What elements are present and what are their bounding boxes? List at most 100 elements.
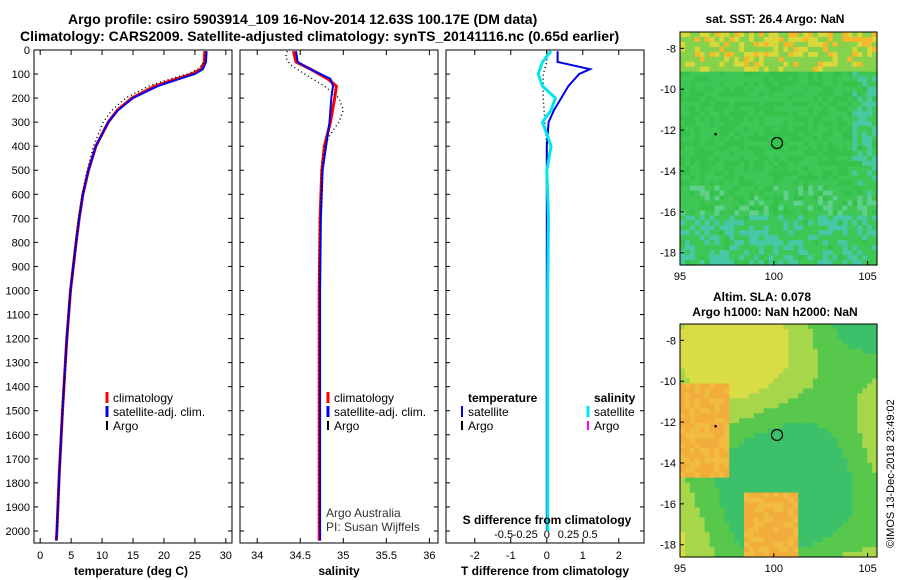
map-cell bbox=[680, 338, 686, 345]
map-cell bbox=[763, 32, 770, 38]
map-cell bbox=[744, 522, 750, 528]
map-cell bbox=[763, 66, 770, 73]
map-cell bbox=[680, 165, 686, 172]
map-cell bbox=[827, 542, 834, 548]
map-cell bbox=[694, 433, 701, 439]
map-cell bbox=[793, 101, 799, 107]
map-cell bbox=[748, 522, 755, 528]
map-cell bbox=[704, 185, 711, 192]
map-cell bbox=[847, 215, 853, 221]
map-cell bbox=[862, 116, 868, 122]
map-cell bbox=[837, 338, 844, 345]
map-cell bbox=[783, 180, 789, 187]
map-cell bbox=[867, 225, 873, 231]
map-cell bbox=[729, 492, 735, 499]
map-cell bbox=[872, 240, 878, 246]
map-cell bbox=[803, 81, 809, 88]
map-cell bbox=[704, 502, 711, 509]
map-cell bbox=[709, 190, 716, 197]
map-cell bbox=[862, 348, 868, 355]
map-cell bbox=[788, 328, 794, 335]
map-cell bbox=[788, 245, 794, 251]
map-cell bbox=[724, 245, 730, 251]
map-cell bbox=[724, 160, 730, 167]
map-cell bbox=[739, 462, 745, 469]
map-cell bbox=[862, 343, 868, 350]
map-cell bbox=[862, 532, 868, 538]
map-cell bbox=[827, 433, 834, 439]
map-cell bbox=[714, 433, 720, 439]
map-cell bbox=[753, 388, 760, 395]
map-cell bbox=[719, 240, 725, 246]
map-cell bbox=[803, 131, 809, 137]
map-cell bbox=[857, 150, 863, 157]
map-cell bbox=[817, 497, 824, 504]
map-cell bbox=[763, 220, 770, 226]
map-cell bbox=[748, 200, 755, 207]
map-cell bbox=[684, 205, 691, 212]
map-cell bbox=[803, 175, 809, 182]
map-cell bbox=[832, 457, 839, 464]
map-cell bbox=[808, 418, 814, 424]
map-cell bbox=[758, 101, 765, 107]
map-cell bbox=[817, 522, 824, 528]
map-cell bbox=[852, 467, 858, 474]
map-cell bbox=[827, 225, 834, 231]
map-cell bbox=[857, 255, 863, 261]
map-cell bbox=[783, 235, 789, 241]
map-cell bbox=[724, 141, 730, 147]
map-cell bbox=[847, 552, 853, 558]
map-cell bbox=[817, 542, 824, 548]
map-cell bbox=[867, 32, 873, 38]
map-cell bbox=[847, 522, 853, 528]
sla-map-title-line2: Argo h1000: NaN h2000: NaN bbox=[692, 305, 857, 319]
map-cell bbox=[798, 438, 804, 444]
map-cell bbox=[768, 507, 775, 513]
map-cell bbox=[822, 126, 829, 132]
map-cell bbox=[744, 497, 750, 504]
map-cell bbox=[798, 155, 804, 162]
map-cell bbox=[822, 215, 829, 221]
map-cell bbox=[689, 66, 696, 73]
map-cell bbox=[837, 91, 844, 98]
map-cell bbox=[778, 71, 785, 78]
map-cell bbox=[689, 210, 696, 217]
map-cell bbox=[709, 348, 716, 355]
map-cell bbox=[704, 512, 711, 518]
map-cell bbox=[753, 378, 760, 385]
map-cell bbox=[837, 86, 844, 93]
map-cell bbox=[822, 442, 829, 449]
map-cell bbox=[812, 136, 819, 142]
map-cell bbox=[803, 512, 809, 518]
map-cell bbox=[822, 502, 829, 509]
map-cell bbox=[842, 373, 849, 380]
map-cell bbox=[694, 32, 701, 38]
map-cell bbox=[832, 136, 839, 142]
map-cell bbox=[744, 51, 750, 58]
map-cell bbox=[872, 522, 878, 528]
map-cell bbox=[709, 487, 716, 494]
map-cell bbox=[684, 383, 691, 390]
map-cell bbox=[872, 512, 878, 518]
map-cell bbox=[867, 428, 873, 434]
map-cell bbox=[734, 477, 740, 484]
map-cell bbox=[714, 185, 720, 192]
map-cell bbox=[803, 86, 809, 93]
map-cell bbox=[704, 150, 711, 157]
map-cell bbox=[832, 348, 839, 355]
map-cell bbox=[798, 378, 804, 385]
map-cell bbox=[699, 403, 706, 409]
map-cell bbox=[793, 492, 799, 499]
map-cell bbox=[798, 457, 804, 464]
map-cell bbox=[724, 447, 730, 454]
map-cell bbox=[744, 472, 750, 479]
map-cell bbox=[689, 245, 696, 251]
map-cell bbox=[699, 76, 706, 83]
map-cell bbox=[763, 61, 770, 68]
map-cell bbox=[867, 220, 873, 226]
map-cell bbox=[689, 71, 696, 78]
map-cell bbox=[788, 180, 794, 187]
map-cell bbox=[783, 408, 789, 414]
map-cell bbox=[734, 91, 740, 98]
map-cell bbox=[857, 56, 863, 63]
